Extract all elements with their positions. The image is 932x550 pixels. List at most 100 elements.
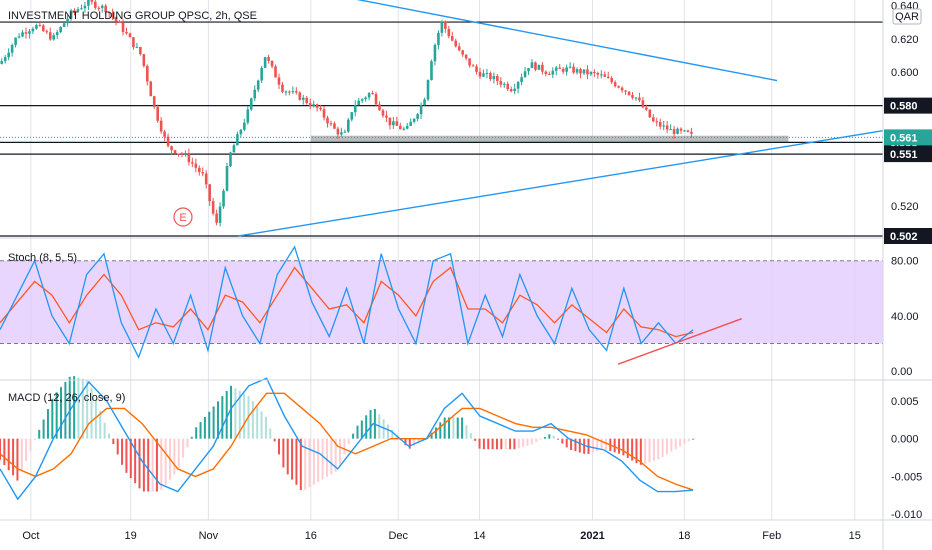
candle-body xyxy=(94,1,97,8)
candle-body xyxy=(683,130,686,132)
macd-pane: MACD (12, 26, close, 9) xyxy=(0,376,698,501)
candle-body xyxy=(485,72,489,74)
candle-body xyxy=(360,99,364,101)
candle-body xyxy=(83,5,87,9)
candle-body xyxy=(118,21,121,23)
candle-body xyxy=(87,0,90,6)
candle-body xyxy=(554,67,558,71)
macd-hist-bar xyxy=(273,438,276,442)
candle-body xyxy=(662,125,665,127)
macd-hist-bar xyxy=(661,438,664,457)
candle-body xyxy=(645,107,648,110)
level-tag xyxy=(884,146,932,163)
candle-body xyxy=(523,71,527,78)
macd-hist-bar xyxy=(522,438,525,447)
stoch-pane: Stoch (8, 5, 5) xyxy=(0,245,883,365)
macd-hist-bar xyxy=(674,438,677,450)
macd-tick: -0.005 xyxy=(891,471,922,483)
macd-hist-bar xyxy=(665,438,668,455)
time-axis[interactable]: Oct 19 Nov 16 Dec 14 2021 18 Feb 15 xyxy=(22,530,861,542)
macd-hist-bar xyxy=(103,422,106,439)
macd-hist-bar xyxy=(107,433,110,439)
candle-body xyxy=(392,121,395,126)
event-marker-label: E xyxy=(179,212,186,224)
macd-hist-bar xyxy=(3,438,6,466)
macd-hist-bar xyxy=(500,438,503,450)
level-tag-label: 0.580 xyxy=(890,101,918,113)
candle-body xyxy=(156,106,159,121)
candle-body xyxy=(3,57,7,62)
candle-body xyxy=(104,5,108,12)
macd-hist-bar xyxy=(644,438,647,464)
candle-body xyxy=(690,131,693,134)
macd-hist-bar xyxy=(173,438,176,475)
candle-body xyxy=(416,114,419,119)
macd-hist-bar xyxy=(160,438,163,490)
candle-body xyxy=(575,69,579,73)
macd-hist-bar xyxy=(51,398,54,439)
macd-hist-bar xyxy=(622,438,625,456)
candle-body xyxy=(125,32,128,34)
macd-hist-bar xyxy=(613,438,616,453)
candle-body xyxy=(288,91,291,93)
candle-body xyxy=(347,119,350,132)
candle-body xyxy=(166,136,170,147)
macd-hist-bar xyxy=(334,438,337,472)
last-price-tag xyxy=(884,129,932,146)
macd-hist-bar xyxy=(639,438,642,465)
candle-body xyxy=(610,78,614,83)
candle-body xyxy=(163,131,166,137)
candle-body xyxy=(679,128,683,131)
macd-hist-bar xyxy=(631,438,634,461)
candle-body xyxy=(582,69,586,74)
candle-body xyxy=(218,206,222,223)
macd-hist-bar xyxy=(134,438,137,484)
macd-hist-bar xyxy=(343,438,346,455)
price-axis[interactable]: 0.6400.6200.6000.52080.0040.000.000.0050… xyxy=(884,0,932,521)
candle-body xyxy=(513,88,516,92)
macd-hist-bar xyxy=(382,419,385,439)
candle-body xyxy=(475,66,478,72)
macd-hist-bar xyxy=(278,438,281,455)
candle-body xyxy=(121,22,125,33)
candle-body xyxy=(45,31,49,33)
macd-hist-bar xyxy=(199,422,202,439)
macd-hist-bar xyxy=(557,438,560,440)
candle-body xyxy=(197,167,201,173)
candle-body xyxy=(187,153,191,163)
candle-body xyxy=(631,94,634,98)
candle-body xyxy=(336,128,340,135)
candle-body xyxy=(454,40,458,47)
macd-hist-bar xyxy=(16,438,19,481)
candle-body xyxy=(520,77,523,83)
macd-hist-bar xyxy=(42,419,45,439)
candle-body xyxy=(222,190,225,207)
currency-badge: QAR xyxy=(892,8,922,25)
level-tag xyxy=(884,228,932,244)
macd-line xyxy=(0,377,694,501)
candle-body xyxy=(357,100,361,106)
candle-body xyxy=(52,35,56,40)
level-tag xyxy=(884,97,932,114)
macd-hist-bar xyxy=(155,438,158,492)
macd-hist-bar xyxy=(212,406,215,439)
trendline xyxy=(238,130,884,237)
candle-body xyxy=(184,153,187,155)
candle-body xyxy=(159,120,163,132)
macd-hist-bar xyxy=(81,378,84,439)
macd-hist-bar xyxy=(269,428,272,439)
candle-body xyxy=(450,36,454,41)
candle-body xyxy=(423,99,426,106)
event-marker[interactable]: E xyxy=(173,207,193,227)
horizontal-levels xyxy=(0,21,883,237)
macd-hist-bar xyxy=(539,438,542,440)
macd-hist-bar xyxy=(578,438,581,453)
time-label-2021: 2021 xyxy=(580,530,604,542)
macd-hist-bar xyxy=(121,438,124,465)
candle-body xyxy=(132,37,135,48)
candle-body xyxy=(586,69,589,75)
candle-body xyxy=(284,91,288,93)
macd-hist-bar xyxy=(291,438,294,480)
grid xyxy=(30,0,856,520)
candle-body xyxy=(260,67,263,81)
